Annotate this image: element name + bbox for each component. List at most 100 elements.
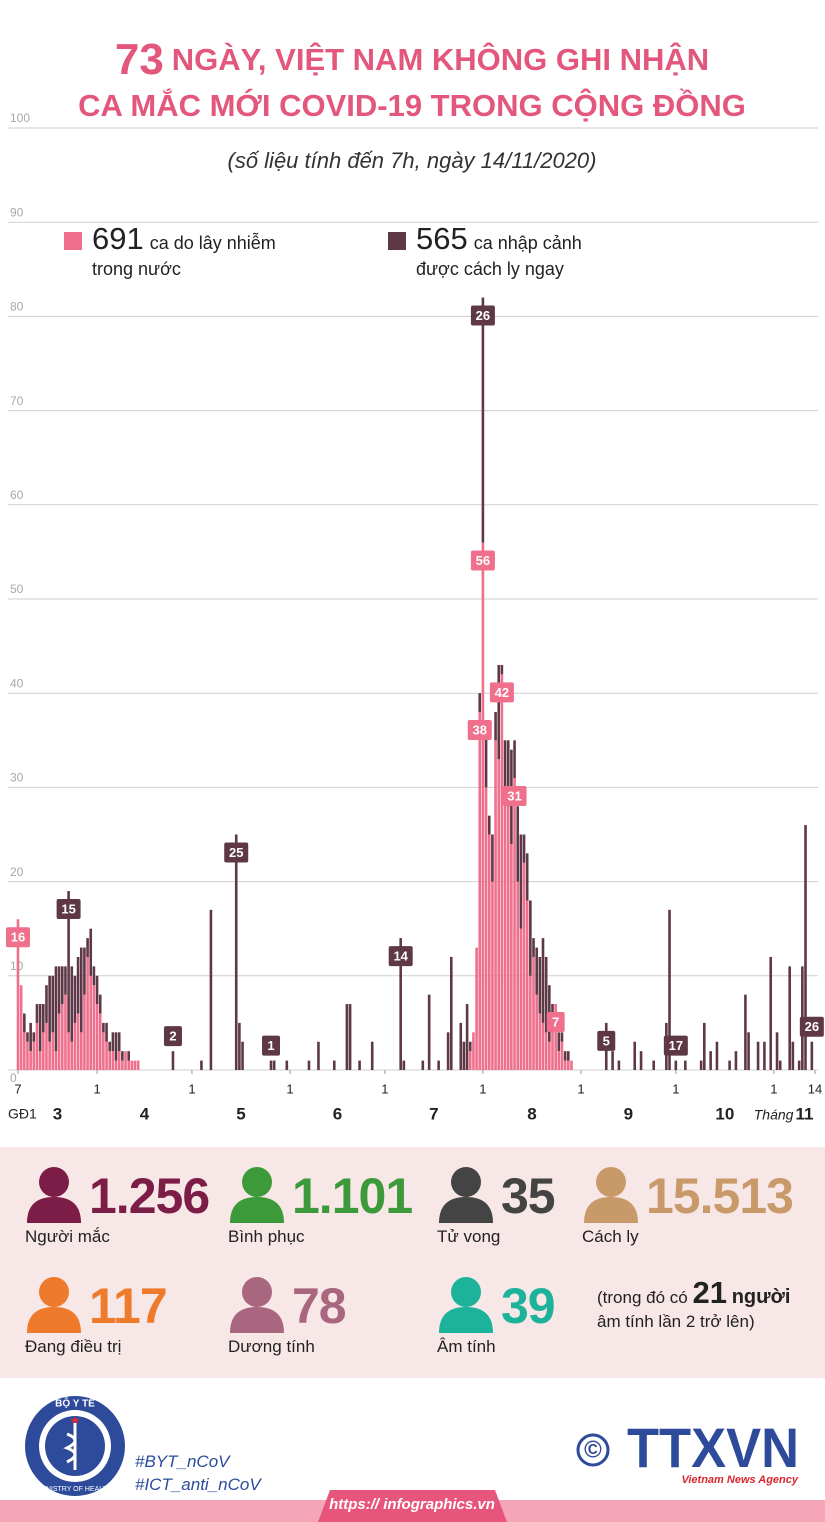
- bar-segment: [57, 966, 61, 1014]
- chart: 73 NGÀY, VIỆT NAM KHÔNG GHI NHẬN CA MẮC M…: [6, 35, 824, 1123]
- bar-segment: [734, 1051, 738, 1070]
- data-label-box: [799, 1016, 824, 1037]
- bar-segment: [130, 1060, 134, 1070]
- bar-segment: [475, 947, 478, 1070]
- month-label: 5: [236, 1104, 245, 1123]
- bar-segment: [57, 1013, 61, 1070]
- data-label: 26: [476, 308, 490, 323]
- bar-segment: [487, 815, 491, 835]
- data-label-box: [56, 899, 81, 920]
- bar-segment: [89, 975, 93, 1070]
- stat-value: 15.513: [646, 1168, 794, 1224]
- bar-segment: [48, 975, 51, 1042]
- bar-segment: [481, 297, 485, 543]
- bars: [16, 297, 814, 1070]
- note-number: 21: [692, 1275, 727, 1310]
- title-text: NGÀY, VIỆT NAM KHÔNG GHI NHẬN: [172, 41, 709, 77]
- data-label-box: [597, 1030, 616, 1051]
- bar-segment: [76, 956, 80, 1014]
- bar-segment: [38, 1004, 42, 1052]
- icon-head: [451, 1277, 481, 1307]
- bar-segment: [728, 1060, 731, 1070]
- bar-segment: [519, 834, 523, 929]
- bar-segment: [494, 712, 497, 741]
- stat-value: 39: [501, 1278, 556, 1334]
- bar-segment: [538, 956, 542, 1014]
- logo-text: BỘ Y TẾ: [55, 1397, 95, 1410]
- icon-head: [242, 1167, 272, 1197]
- bar-segment: [285, 1060, 289, 1070]
- data-label-box: [470, 305, 495, 326]
- data-label-box: [467, 720, 492, 741]
- bar-segment: [563, 1060, 567, 1070]
- bar-segment: [114, 1032, 118, 1061]
- y-tick-label: 40: [10, 676, 24, 690]
- bar-segment: [563, 1051, 567, 1061]
- bar-segment: [86, 938, 89, 957]
- bar-segment: [478, 712, 482, 1070]
- bar-segment: [513, 777, 516, 1070]
- person-icon: [439, 1167, 493, 1223]
- bar-segment: [67, 1032, 70, 1070]
- bar-segment: [484, 730, 488, 788]
- agency-subtitle: Vietnam News Agency: [681, 1474, 798, 1486]
- bar-segment: [102, 1032, 105, 1070]
- bar-segment: [611, 1051, 614, 1070]
- bar-segment: [567, 1051, 570, 1061]
- data-label-box: [163, 1026, 182, 1047]
- bar-segment: [788, 966, 791, 1070]
- bar-segment: [42, 1004, 45, 1033]
- month-label: 3: [53, 1104, 62, 1123]
- data-label-box: [262, 1035, 281, 1056]
- bar-segment: [756, 1041, 760, 1070]
- stat-label: Âm tính: [437, 1337, 496, 1356]
- bar-segment: [538, 1013, 542, 1070]
- bar-segment: [402, 1060, 406, 1070]
- bar-segment: [791, 1041, 795, 1070]
- note-text: người: [731, 1286, 791, 1308]
- note-text: âm tính lần 2 trở lên): [597, 1312, 755, 1331]
- bar-segment: [810, 1041, 814, 1070]
- bar-segment: [79, 1032, 83, 1070]
- bar-segment: [778, 1060, 782, 1070]
- bar-segment: [83, 994, 86, 1070]
- y-tick-label: 30: [10, 771, 24, 785]
- bar-segment: [51, 975, 55, 1033]
- footer: BỘ Y TẾ MINISTRY OF HEALTH © TTXVN Vietn…: [0, 1378, 825, 1522]
- month-label: 10: [715, 1104, 734, 1123]
- bar-segment: [108, 1051, 112, 1070]
- icon-head: [451, 1167, 481, 1197]
- bar-segment: [111, 1032, 115, 1052]
- bar-segment: [529, 975, 532, 1070]
- bar-segment: [709, 1051, 712, 1070]
- bar-segment: [92, 966, 96, 986]
- stats-panel: (trong đó có 21 người âm tính lần 2 trở l…: [0, 1147, 825, 1378]
- data-label: 2: [169, 1029, 176, 1044]
- legend-entry: 565 ca nhập cảnh được cách ly ngay: [388, 223, 611, 282]
- x-tick-label: 1: [286, 1081, 293, 1096]
- y-tick-label: 0: [10, 1071, 17, 1085]
- bar-segment: [38, 1051, 42, 1070]
- bar-segment: [121, 1060, 124, 1070]
- copyright: ©: [584, 1436, 602, 1463]
- bar-segment: [744, 994, 747, 1070]
- data-label-box: [6, 927, 30, 948]
- data-label: 38: [473, 722, 487, 737]
- bar-segment: [487, 834, 491, 1070]
- bar-segment: [345, 1004, 349, 1070]
- bar-segment: [200, 1060, 203, 1070]
- bar-segment: [60, 1004, 64, 1070]
- month-label: 8: [527, 1104, 536, 1123]
- data-label: 16: [11, 930, 25, 945]
- bar-segment: [506, 740, 510, 807]
- subtitle: (số liệu tính đến 7h, ngày 14/11/2020): [228, 148, 597, 173]
- bar-segment: [557, 1051, 561, 1070]
- stat: 117 Đang điều trị: [25, 1275, 265, 1365]
- data-label: 31: [507, 788, 521, 803]
- x-tick-label: 14: [808, 1081, 822, 1096]
- bar-segment: [525, 853, 529, 901]
- month-word: Tháng: [754, 1107, 794, 1123]
- stat: 78 Dương tính: [228, 1275, 468, 1365]
- bar-segment: [23, 1013, 26, 1033]
- bar-segment: [32, 1032, 36, 1042]
